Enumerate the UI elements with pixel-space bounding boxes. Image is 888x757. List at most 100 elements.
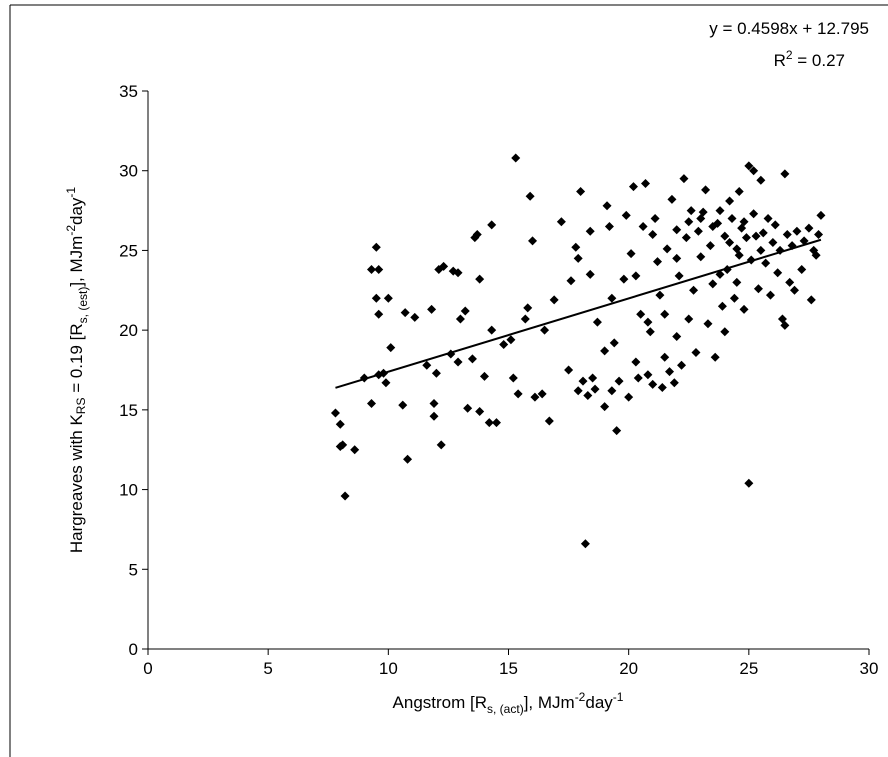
equation: y = 0.4598x + 12.795 — [709, 19, 869, 38]
x-tick-label: 20 — [619, 659, 638, 678]
x-title-sup: -2 — [575, 690, 586, 704]
point — [566, 276, 576, 286]
point — [381, 378, 391, 388]
point — [814, 229, 824, 239]
point — [472, 229, 482, 239]
point — [758, 228, 768, 238]
point — [672, 225, 682, 235]
point — [585, 269, 595, 279]
x-title-part: ], MJm — [524, 693, 575, 712]
point — [681, 233, 691, 243]
point — [367, 398, 377, 408]
point — [612, 426, 622, 436]
point — [398, 400, 408, 410]
point — [797, 265, 807, 275]
point — [763, 214, 773, 224]
point — [609, 338, 619, 348]
point — [371, 242, 381, 252]
y-tick-label: 35 — [119, 82, 138, 101]
point — [633, 373, 643, 383]
point — [600, 346, 610, 356]
point — [520, 314, 530, 324]
point — [643, 370, 653, 380]
point — [792, 226, 802, 236]
point — [717, 301, 727, 311]
point — [705, 241, 715, 251]
point — [604, 222, 614, 232]
point — [669, 378, 679, 388]
point — [662, 244, 672, 254]
y-tick-label: 30 — [119, 162, 138, 181]
point — [645, 327, 655, 337]
y-title-part: Hargreaves with K — [67, 414, 86, 554]
point — [427, 304, 437, 314]
point — [619, 274, 629, 284]
point — [374, 309, 384, 319]
r-squared: R2 = 0.27 — [774, 48, 845, 70]
point — [340, 491, 350, 501]
point — [816, 210, 826, 220]
point — [386, 343, 396, 353]
point — [710, 352, 720, 362]
point — [463, 403, 473, 413]
point — [513, 389, 523, 399]
point — [765, 290, 775, 300]
point — [624, 392, 634, 402]
point — [455, 314, 465, 324]
point — [367, 265, 377, 275]
point — [590, 384, 600, 394]
point — [528, 236, 538, 246]
point — [626, 249, 636, 259]
r-squared-exp: 2 — [786, 48, 793, 62]
y-title-part: ], MJm — [67, 236, 86, 287]
y-tick-label: 0 — [129, 640, 138, 659]
y-title-sup: -1 — [64, 187, 78, 198]
point — [729, 293, 739, 303]
point — [753, 284, 763, 294]
point — [653, 257, 663, 267]
point — [657, 383, 667, 393]
point — [679, 174, 689, 184]
point — [439, 261, 449, 271]
point — [371, 293, 381, 303]
point — [460, 306, 470, 316]
point — [511, 153, 521, 163]
point — [689, 285, 699, 295]
point — [672, 253, 682, 263]
point — [648, 229, 658, 239]
point — [600, 402, 610, 412]
point — [576, 186, 586, 196]
point — [571, 242, 581, 252]
x-tick-label: 30 — [860, 659, 879, 678]
x-tick-label: 10 — [379, 659, 398, 678]
point — [585, 226, 595, 236]
point — [720, 327, 730, 337]
point — [499, 339, 509, 349]
point — [744, 161, 754, 171]
point — [508, 373, 518, 383]
y-tick-label: 20 — [119, 321, 138, 340]
point — [537, 389, 547, 399]
y-title-part: = 0.19 [R — [67, 323, 86, 397]
point — [564, 365, 574, 375]
point — [436, 440, 446, 450]
point — [602, 201, 612, 211]
point — [530, 392, 540, 402]
y-tick-label: 10 — [119, 481, 138, 500]
point — [773, 268, 783, 278]
point — [684, 314, 694, 324]
point — [475, 406, 485, 416]
point — [739, 304, 749, 314]
point — [739, 217, 749, 227]
point — [756, 175, 766, 185]
point — [467, 354, 477, 364]
point — [677, 360, 687, 370]
point — [789, 285, 799, 295]
x-tick-label: 25 — [739, 659, 758, 678]
point — [453, 268, 463, 278]
y-title-sub: RS — [74, 398, 88, 415]
point — [708, 279, 718, 289]
point — [631, 357, 641, 367]
y-tick-label: 15 — [119, 401, 138, 420]
